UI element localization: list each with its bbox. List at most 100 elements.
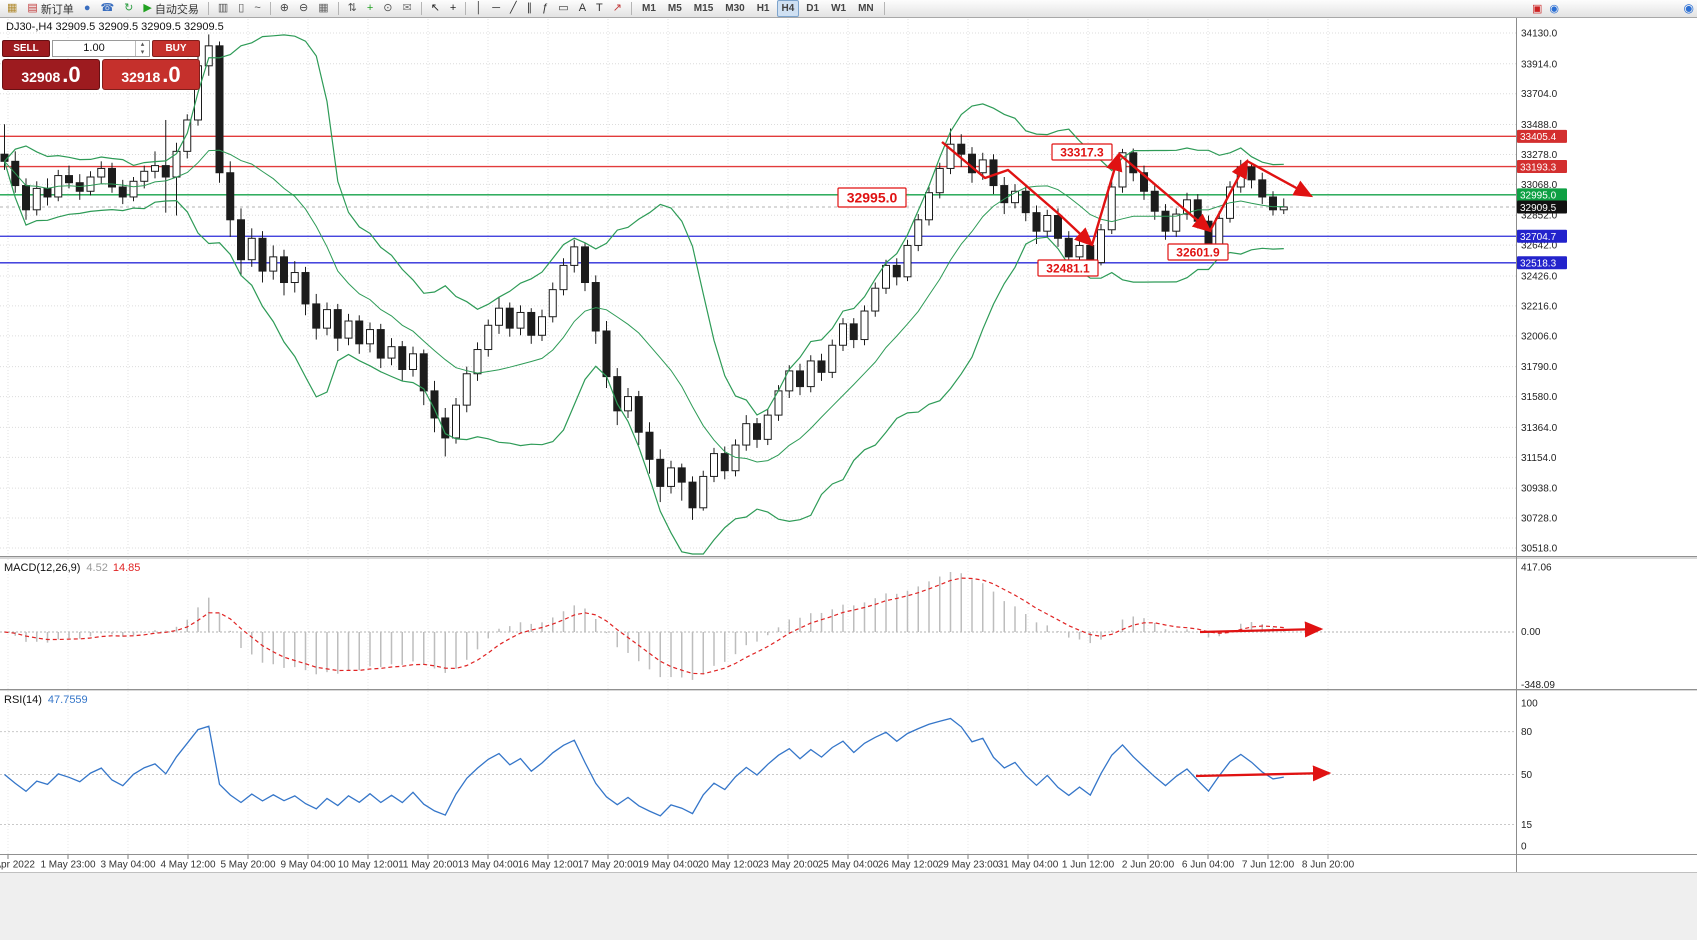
price-tick-label: 31790.0 (1521, 362, 1558, 373)
macd-signal-line (4, 577, 1284, 675)
panel-separators[interactable] (0, 556, 1697, 873)
channel-button[interactable]: ∥ (523, 0, 537, 17)
new-order-icon: ▤ (27, 2, 38, 14)
bollinger-middle-band (4, 149, 1284, 463)
crosshair-icon: + (449, 2, 457, 14)
spinner-down-icon[interactable]: ▾ (140, 48, 145, 56)
new-chart-button[interactable]: ▦ (3, 0, 21, 17)
sell-button[interactable]: SELL (2, 40, 50, 57)
market-watch-button[interactable]: ☎ (96, 0, 118, 17)
line-chart-icon: ~ (254, 2, 261, 14)
new-order-button[interactable]: ▤ 新订单 (23, 0, 77, 17)
fibonacci-button[interactable]: ƒ (538, 0, 552, 17)
time-tick-label: 9 May 04:00 (280, 860, 335, 871)
price-tick-label: 32216.0 (1521, 301, 1558, 312)
bar-chart-button[interactable]: ▥ (214, 0, 232, 17)
zoom-in-icon: ⊕ (279, 2, 289, 14)
price-tick-label: 33278.0 (1521, 150, 1558, 161)
annotation-label-text: 33317.3 (1060, 145, 1104, 159)
volume-spinner[interactable]: ▴ ▾ (135, 41, 149, 56)
tf-mn-button[interactable]: MN (853, 0, 879, 17)
trend-arrow[interactable] (1090, 151, 1123, 246)
candlestick-chart-button[interactable]: ▯ (234, 0, 248, 17)
tf-h4-button-label: H4 (781, 3, 795, 14)
rsi-trend-arrow[interactable] (1195, 765, 1332, 782)
spinner-up-icon[interactable]: ▴ (140, 41, 145, 48)
time-tick-label: 7 Jun 12:00 (1242, 860, 1295, 871)
price-marker-label: 32995.0 (1520, 191, 1557, 202)
tf-h1-button-label: H1 (756, 3, 770, 14)
cursor-button[interactable]: ↖ (427, 0, 444, 17)
tf-m1-button[interactable]: M1 (637, 0, 661, 17)
tf-w1-button[interactable]: W1 (826, 0, 851, 17)
market-depth-icon[interactable]: ◉ (1549, 3, 1559, 15)
bollinger-upper-band (4, 34, 1284, 416)
macd-axis-label: 417.06 (1521, 563, 1552, 574)
tf-m1-button-label: M1 (641, 3, 656, 14)
community-corner-icon[interactable]: ◉ (1683, 1, 1694, 15)
time-tick-label: 1 Jun 12:00 (1062, 860, 1115, 871)
annotations[interactable]: 33317.3 32995.0 32481.1 32601.9 (837, 141, 1314, 277)
arrange-button[interactable]: ⇅ (344, 0, 361, 17)
volume-input[interactable]: 1.00 ▴ ▾ (52, 40, 150, 57)
annotation-label-box[interactable] (1167, 243, 1229, 261)
time-tick-label: 3 May 04:00 (100, 860, 155, 871)
window-bottom-area (0, 872, 1697, 940)
toolbar-right: ▣ ◉ (1532, 2, 1695, 15)
macd-panel: MACD(12,26,9) 4.52 14.85 417.06 0.00 -348.09 (0, 562, 1555, 691)
annotation-label-box[interactable] (837, 187, 907, 208)
macd-trend-arrow[interactable] (1199, 621, 1324, 638)
tf-m5-button[interactable]: M5 (663, 0, 687, 17)
trend-arrow[interactable] (1246, 159, 1314, 198)
text-button[interactable]: A (575, 0, 590, 17)
annotation-label-box[interactable] (1051, 143, 1113, 161)
line-chart-button[interactable]: ~ (250, 0, 264, 17)
trend-arrow[interactable] (1208, 158, 1249, 232)
news-indicator-icon[interactable]: ▣ (1531, 3, 1543, 15)
tf-m15-button[interactable]: M15 (689, 0, 718, 17)
toolbar-separator (630, 2, 632, 15)
time-tick-label: 5 May 20:00 (220, 860, 275, 871)
vline-button[interactable]: │ (471, 0, 486, 17)
rsi-axis-label: 50 (1521, 770, 1533, 781)
crosshair-button[interactable]: + (446, 0, 460, 17)
toolbar: ▦ ▤ 新订单 ● ☎ ↻ ▶ 自动交易 ▥ ▯ ~ ⊕ ⊖ ▦ ⇅ + ⊙ ✉ ↖ + │ ─ ╱ ∥ ƒ ▭ A T ↗ M1 M5 M1… (0, 0, 1697, 18)
trend-arrow[interactable] (941, 141, 1094, 247)
annotation-label-box[interactable] (1037, 259, 1099, 277)
refresh-icon: ↻ (124, 2, 134, 14)
label-button[interactable]: T (592, 0, 607, 17)
candles-layer (0, 34, 1288, 520)
tile-windows-button[interactable]: ▦ (314, 0, 332, 17)
rsi-axis-label: 100 (1521, 699, 1538, 710)
trend-arrow[interactable] (1118, 153, 1212, 233)
zoom-in-button[interactable]: ⊕ (276, 0, 293, 17)
tf-d1-button[interactable]: D1 (801, 0, 824, 17)
tf-h4-button[interactable]: H4 (776, 0, 800, 17)
autotrading-button[interactable]: ▶ 自动交易 (139, 0, 202, 17)
hline-button[interactable]: ─ (488, 0, 504, 17)
period-button[interactable]: ⊙ (379, 0, 396, 17)
shapes-button[interactable]: ▭ (554, 0, 572, 17)
volume-value[interactable]: 1.00 (83, 42, 105, 54)
arrow-tools-icon: ↗ (612, 2, 622, 14)
profiles-button[interactable]: ● (80, 0, 95, 17)
buy-button[interactable]: BUY (152, 40, 200, 57)
refresh-button[interactable]: ↻ (120, 0, 137, 17)
tf-h1-button[interactable]: H1 (752, 0, 775, 17)
buy-price-display[interactable]: 32918 .0 (102, 59, 200, 90)
label-icon: T (596, 2, 603, 14)
sell-price-display[interactable]: 32908 .0 (2, 59, 100, 90)
price-tick-label: 32642.0 (1521, 241, 1558, 252)
toolbar-separator (420, 2, 422, 15)
tf-m30-button[interactable]: M30 (720, 0, 749, 17)
zoom-out-button[interactable]: ⊖ (295, 0, 312, 17)
arrow-tools-button[interactable]: ↗ (609, 0, 626, 17)
arrange-icon: ⇅ (347, 2, 357, 14)
trendline-button[interactable]: ╱ (506, 0, 521, 17)
add-indicator-button[interactable]: + (363, 0, 377, 17)
rsi-line (4, 717, 1284, 817)
text-icon: A (578, 2, 587, 14)
mail-button[interactable]: ✉ (398, 0, 415, 17)
cursor-icon: ↖ (430, 2, 440, 14)
